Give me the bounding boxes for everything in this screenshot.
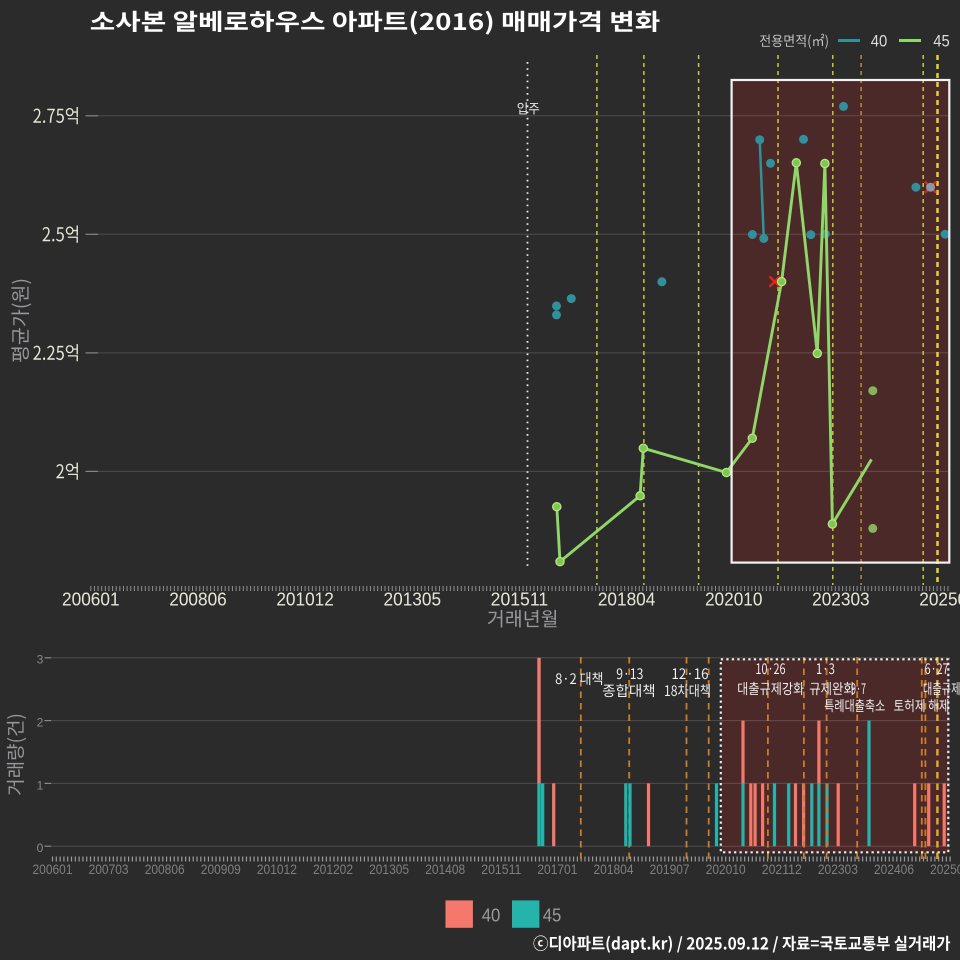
svg-text:202509: 202509 xyxy=(930,862,960,877)
svg-text:201804: 201804 xyxy=(594,862,634,877)
svg-text:0: 0 xyxy=(37,841,44,855)
svg-text:200601: 200601 xyxy=(33,862,73,877)
svg-text:3: 3 xyxy=(37,653,44,667)
svg-text:201305: 201305 xyxy=(369,862,409,877)
svg-text:201907: 201907 xyxy=(650,862,690,877)
svg-text:45: 45 xyxy=(933,32,950,51)
svg-text:201511: 201511 xyxy=(491,589,549,610)
svg-text:202112: 202112 xyxy=(762,862,802,877)
svg-text:201305: 201305 xyxy=(384,589,442,610)
svg-text:2: 2 xyxy=(37,716,44,730)
svg-text:202303: 202303 xyxy=(812,589,870,610)
svg-text:201511: 201511 xyxy=(481,862,521,877)
svg-text:45: 45 xyxy=(543,906,562,926)
svg-text:201408: 201408 xyxy=(425,862,465,877)
svg-text:202010: 202010 xyxy=(706,862,746,877)
svg-text:200703: 200703 xyxy=(89,862,129,877)
svg-text:201701: 201701 xyxy=(537,862,577,877)
svg-text:202406: 202406 xyxy=(874,862,914,877)
svg-text:200806: 200806 xyxy=(145,862,185,877)
svg-text:200601: 200601 xyxy=(62,589,120,610)
svg-text:1: 1 xyxy=(37,778,44,792)
svg-text:40: 40 xyxy=(482,906,501,926)
svg-text:201804: 201804 xyxy=(598,589,656,610)
svg-text:200806: 200806 xyxy=(169,589,227,610)
svg-text:40: 40 xyxy=(871,32,888,51)
svg-text:201202: 201202 xyxy=(313,862,353,877)
svg-text:201012: 201012 xyxy=(276,589,334,610)
svg-text:201012: 201012 xyxy=(257,862,297,877)
svg-text:202010: 202010 xyxy=(705,589,763,610)
svg-text:202303: 202303 xyxy=(818,862,858,877)
svg-text:200909: 200909 xyxy=(201,862,241,877)
svg-text:202509: 202509 xyxy=(919,589,960,610)
